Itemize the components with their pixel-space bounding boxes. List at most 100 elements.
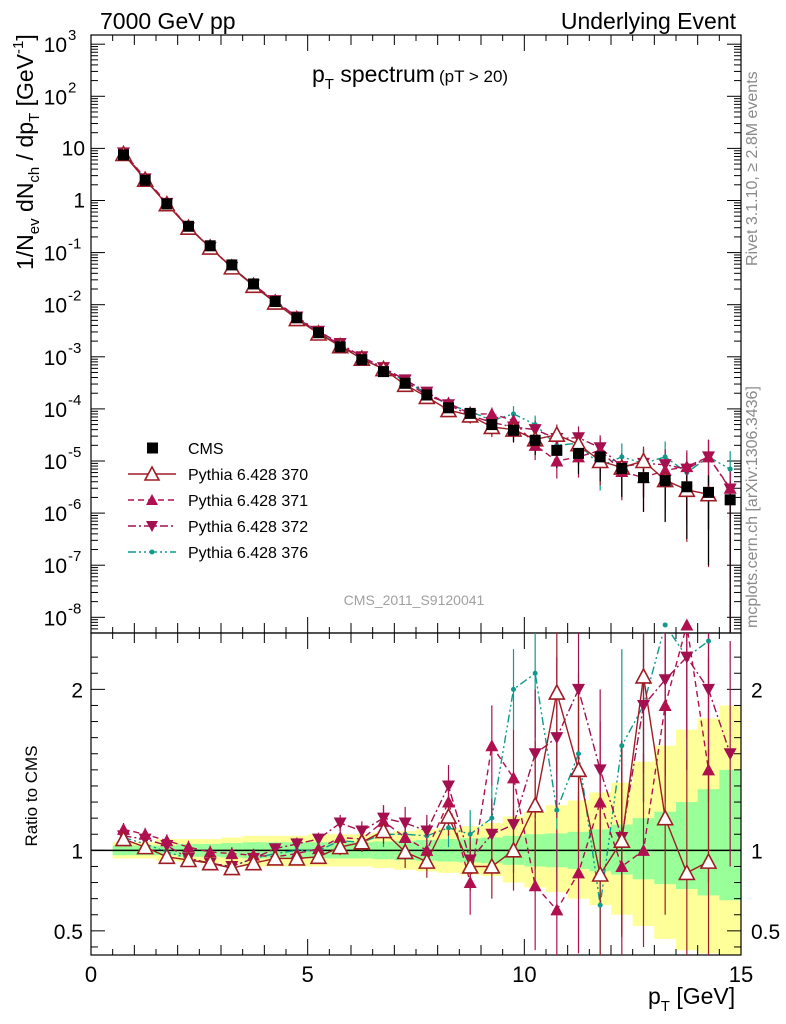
ratio-y-tick-label-right: 0.5 [751, 921, 780, 944]
ratio-marker-p371 [463, 876, 477, 889]
ratio-marker-p370 [266, 849, 285, 866]
y-tick-label-exp: -5 [68, 444, 81, 461]
marker-p371 [702, 450, 715, 463]
ratio-marker-p370 [526, 796, 545, 813]
ratio-marker-p371 [550, 903, 564, 916]
ratio-marker-p371 [637, 843, 650, 856]
y-tick-label-base: 10 [44, 503, 67, 526]
marker-cms [248, 278, 259, 290]
y-tick-label: 10 [62, 137, 85, 160]
legend-marker-p376 [149, 549, 155, 555]
marker-cms [291, 312, 303, 324]
ratio-marker-p372 [658, 674, 672, 687]
marker-p371 [658, 463, 672, 476]
x-tick-label: 0 [85, 962, 97, 987]
ratio-marker-p371 [398, 830, 412, 843]
marker-cms [356, 354, 368, 366]
series-line-p370 [122, 153, 709, 495]
chart-title: pT spectrum (pT > 20) [312, 61, 508, 93]
ratio-y-tick-label: 1 [71, 840, 83, 863]
legend-marker-shape [146, 521, 158, 532]
marker-cms [204, 240, 216, 252]
ratio-marker-p371 [160, 834, 174, 847]
y-axis-label-part: / dp [12, 122, 38, 167]
ratio-marker-p371 [442, 795, 455, 808]
y-tick-label-base: 10 [44, 399, 67, 422]
marker-cms [443, 402, 454, 414]
series-line-p371 [122, 151, 731, 489]
y-tick-label-exp: -4 [68, 392, 81, 409]
ratio-marker-p372 [355, 825, 369, 838]
ratio-marker-p376 [511, 686, 516, 692]
marker-p370 [547, 425, 566, 442]
x-axis-label-p: p [648, 983, 661, 1009]
ratio-marker-p370 [482, 857, 501, 874]
marker-cms [118, 149, 129, 161]
ratio-marker-p376 [619, 743, 625, 749]
marker-p371 [485, 407, 499, 420]
x-tick-label: 5 [302, 962, 314, 987]
legend-label-cms: CMS [188, 441, 224, 458]
marker-cms [616, 462, 628, 474]
marker-cms [703, 486, 714, 498]
legend-marker-shape [147, 442, 158, 454]
legend-marker-p371 [146, 494, 158, 505]
x-tick-label: 10 [512, 962, 536, 987]
y-tick-label-base: 10 [44, 451, 67, 474]
marker-cms [681, 481, 693, 493]
ratio-marker-p376 [489, 815, 495, 821]
header-right: Underlying Event [560, 8, 736, 34]
chart-title-p: p [312, 61, 325, 87]
y-tick-label: 1 [73, 189, 85, 212]
ratio-marker-p370 [157, 847, 176, 865]
ratio-marker-p376 [532, 670, 538, 676]
y-tick-label-exp: -1 [68, 236, 81, 253]
ratio-marker-p372 [572, 683, 585, 696]
legend-marker-shape [149, 549, 155, 555]
x-axis-label-rest: [GeV] [670, 983, 735, 1009]
ratio-marker-p370 [569, 760, 588, 778]
ratio-marker-p376 [446, 825, 451, 831]
analysis-watermark: CMS_2011_S9120041 [344, 592, 485, 608]
y-axis-label-part: ] [12, 34, 38, 40]
y-tick-label-base: 10 [44, 347, 67, 370]
ratio-marker-p371 [333, 830, 347, 843]
ratio-marker-p371 [117, 822, 130, 835]
marker-p370 [634, 451, 653, 469]
data-series [114, 144, 737, 955]
marker-p376 [619, 454, 625, 460]
ratio-marker-p370 [352, 833, 371, 850]
y-tick-label-exp: -6 [68, 496, 81, 513]
ratio-marker-p371 [680, 618, 694, 631]
ratio-marker-p372 [637, 699, 650, 712]
legend-label-p370: Pythia 6.428 370 [188, 467, 308, 484]
ratio-marker-p371 [572, 866, 585, 879]
legend-label-p376: Pythia 6.428 376 [188, 545, 308, 562]
ratio-marker-p370 [396, 842, 415, 860]
y-tick-label-base: 10 [44, 86, 67, 109]
header-left: 7000 GeV pp [100, 8, 236, 34]
ratio-marker-p371 [420, 843, 434, 856]
y-tick-label-exp: -2 [68, 288, 81, 305]
main-frame [90, 34, 742, 634]
y-axis-label-part: [GeV [12, 53, 38, 112]
ratio-marker-p370 [677, 863, 696, 881]
marker-cms [638, 472, 649, 484]
marker-cms [334, 341, 346, 353]
ratio-marker-p371 [507, 771, 520, 784]
ratio-marker-p370 [591, 865, 610, 882]
legend-marker-cms [147, 442, 158, 454]
ratio-marker-p370 [114, 829, 133, 847]
ratio-marker-p372 [312, 833, 325, 846]
ratio-marker-p371 [377, 814, 390, 827]
y-tick-label-exp: -7 [68, 548, 81, 565]
ratio-marker-p371 [702, 763, 715, 776]
ratio-marker-p370 [136, 837, 155, 855]
marker-cms [421, 389, 433, 401]
marker-cms [594, 451, 606, 463]
marker-p371 [507, 413, 520, 426]
ratio-y-axis-label: Ratio to CMS [22, 745, 41, 846]
ratio-marker-p372 [333, 817, 347, 830]
ratio-y-tick-label: 2 [71, 679, 83, 702]
ratio-marker-p372 [723, 748, 737, 761]
